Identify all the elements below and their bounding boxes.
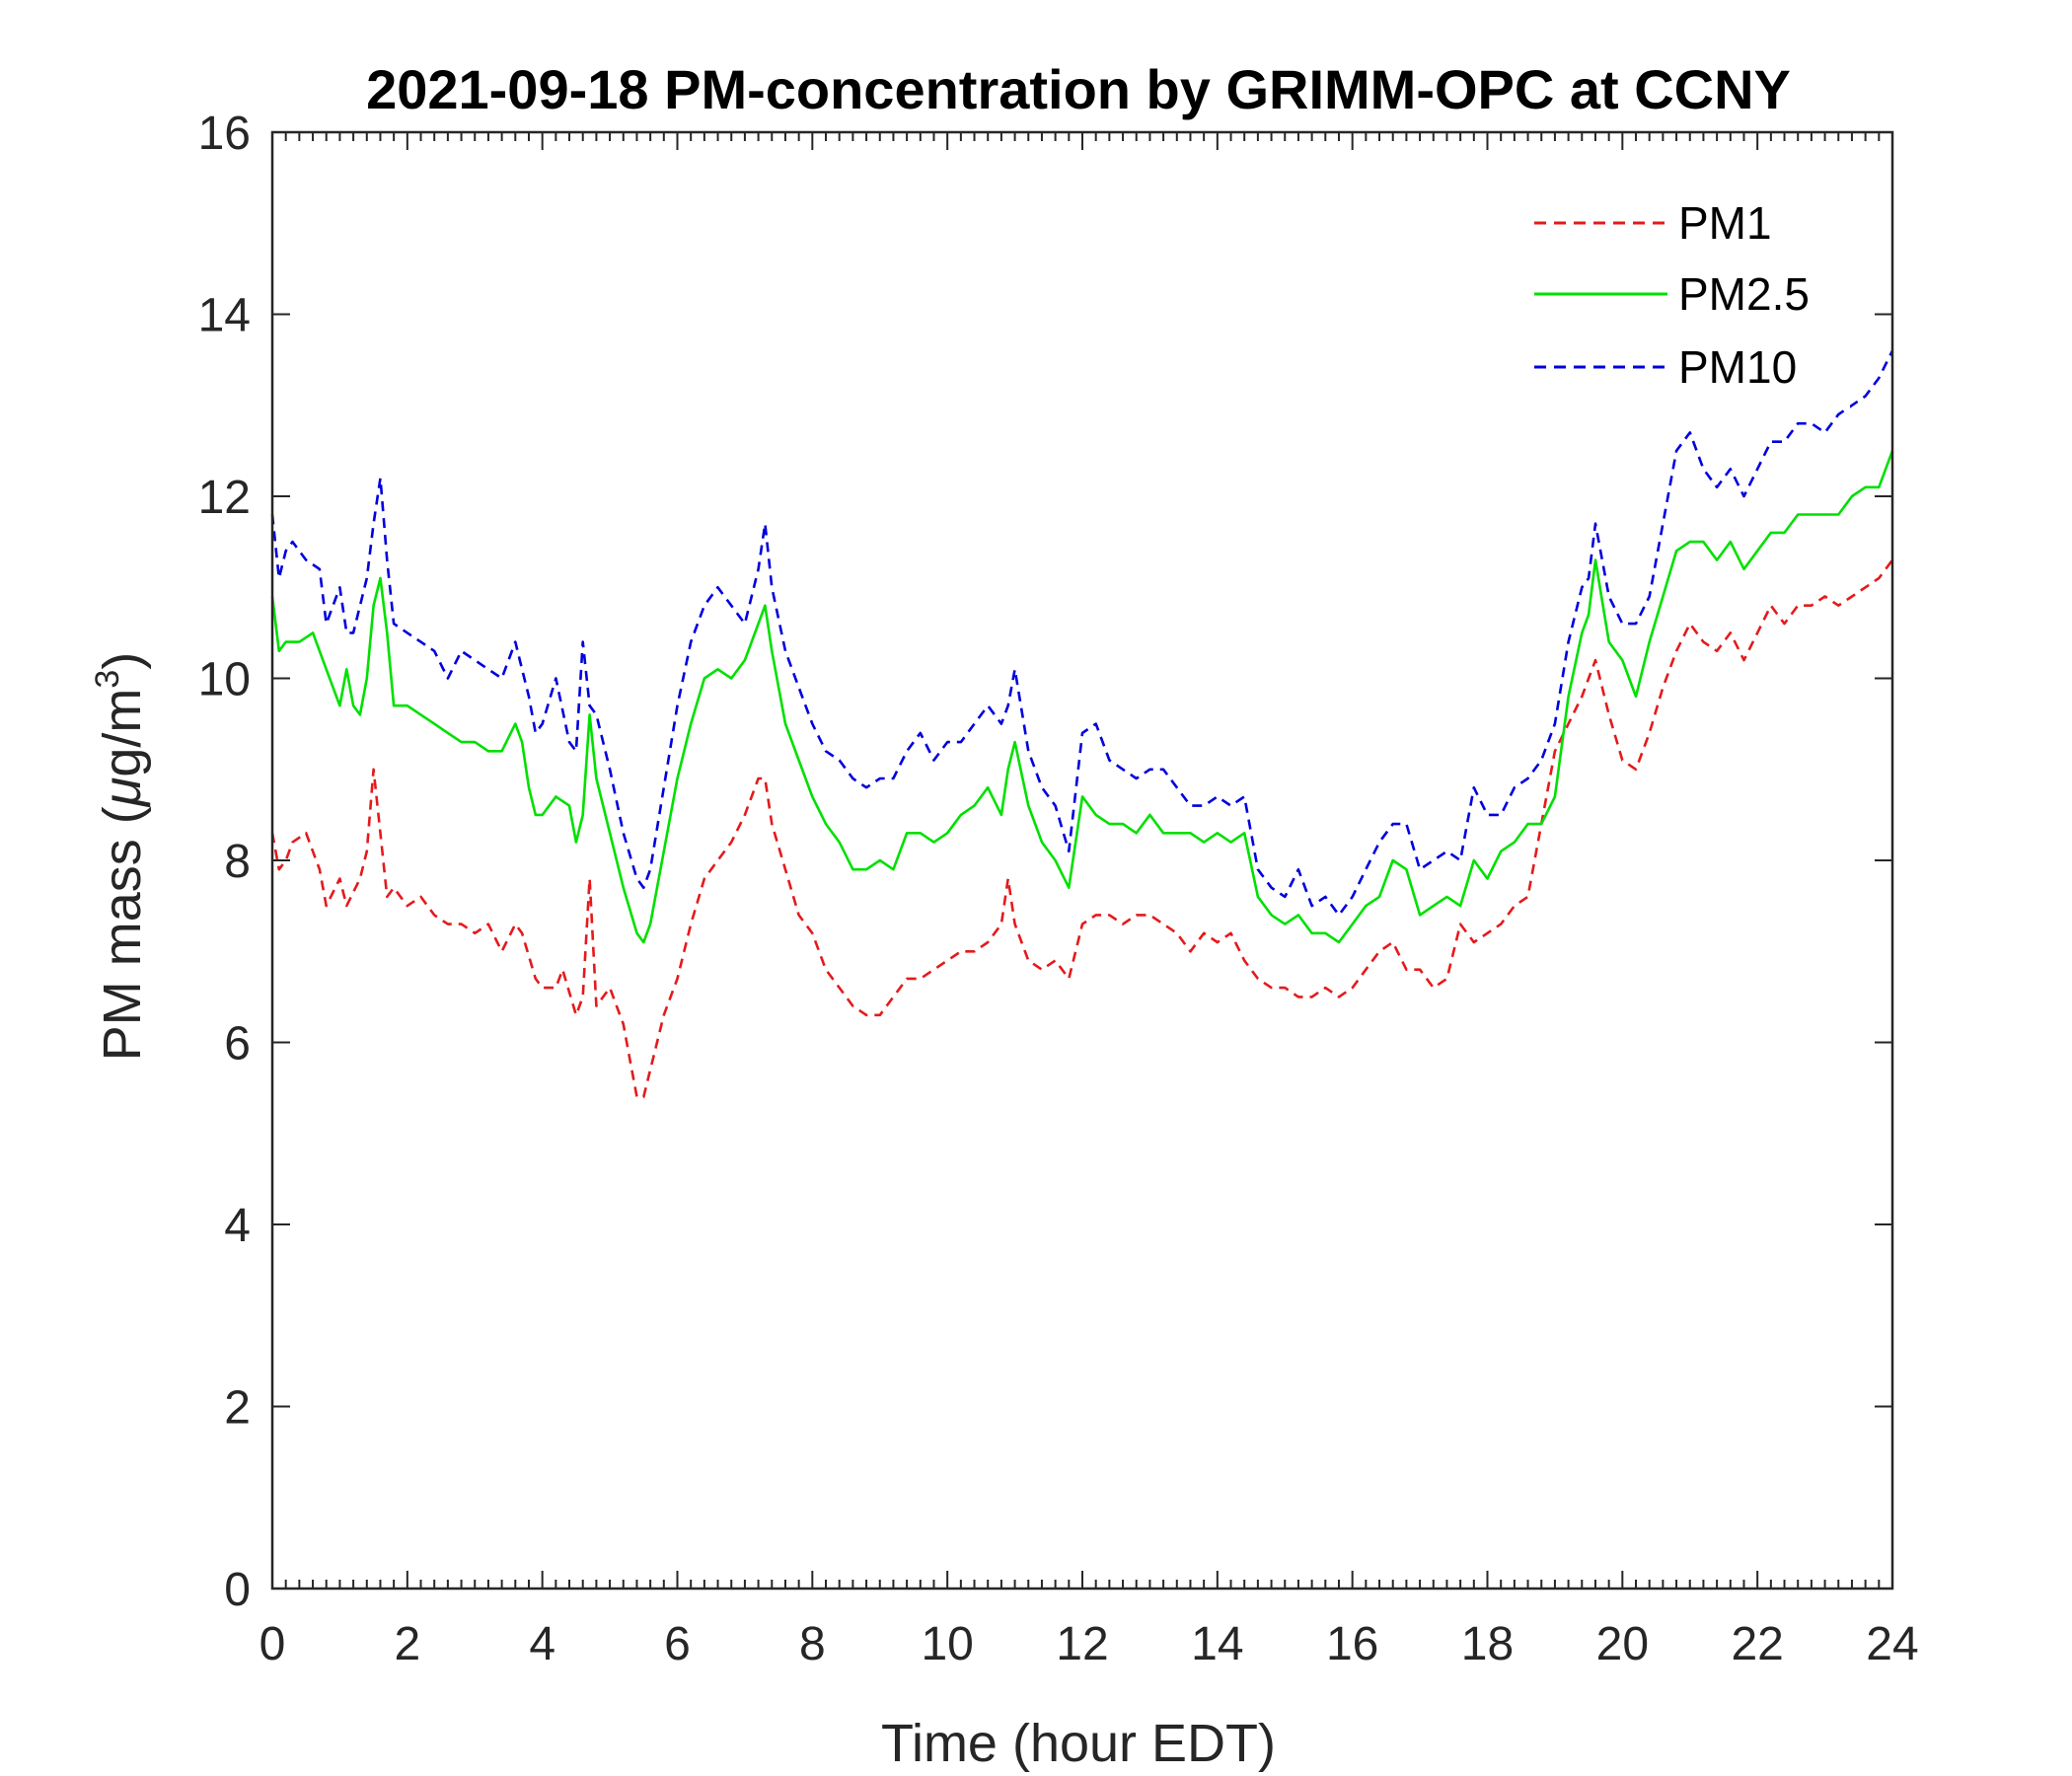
y-tick-label: 8 — [224, 836, 251, 888]
y-tick-label: 2 — [224, 1382, 251, 1435]
y-axis-label-main: PM mass ( — [93, 806, 152, 1061]
x-tick-label: 24 — [1866, 1618, 1918, 1670]
y-axis-label-mu: μ — [93, 777, 152, 809]
x-tick-label: 22 — [1731, 1618, 1783, 1670]
y-tick-label: 10 — [198, 654, 251, 706]
y-tick-label: 6 — [224, 1018, 251, 1071]
x-tick-label: 12 — [1056, 1618, 1108, 1670]
y-tick-label: 4 — [224, 1200, 251, 1252]
x-tick-label: 10 — [921, 1618, 973, 1670]
legend: PM1 PM2.5 PM10 — [1519, 185, 1850, 407]
y-axis-label-unit: g/m — [93, 689, 152, 777]
y-axis-label-close: ) — [93, 652, 152, 670]
legend-label-pm10: PM10 — [1678, 341, 1797, 393]
series-line-pm1 — [270, 558, 1894, 1099]
y-tick-label: 0 — [224, 1564, 251, 1616]
x-tick-label: 16 — [1326, 1618, 1378, 1670]
y-tick-label: 16 — [198, 108, 251, 160]
x-tick-label: 8 — [799, 1618, 826, 1670]
series-layer — [270, 349, 1894, 1099]
chart-title: 2021-09-18 PM-concentration by GRIMM-OPC… — [366, 58, 1791, 120]
y-tick-label: 14 — [198, 290, 251, 342]
x-tick-label: 6 — [664, 1618, 691, 1670]
x-tick-label: 0 — [259, 1618, 286, 1670]
x-tick-label: 20 — [1596, 1618, 1649, 1670]
series-line-pm10 — [270, 349, 1894, 917]
x-tick-label: 14 — [1191, 1618, 1243, 1670]
series-line-pm25 — [270, 450, 1894, 944]
x-tick-label: 4 — [529, 1618, 555, 1670]
x-tick-label: 18 — [1461, 1618, 1514, 1670]
x-tick-label: 2 — [394, 1618, 420, 1670]
x-axis-label: Time (hour EDT) — [881, 1714, 1276, 1773]
legend-label-pm25: PM2.5 — [1678, 268, 1810, 320]
y-axis-label: PM mass (μg/m3) — [89, 652, 152, 1062]
y-tick-label: 12 — [198, 472, 251, 524]
legend-label-pm1: PM1 — [1678, 197, 1772, 249]
y-axis-label-superscript: 3 — [89, 670, 126, 689]
